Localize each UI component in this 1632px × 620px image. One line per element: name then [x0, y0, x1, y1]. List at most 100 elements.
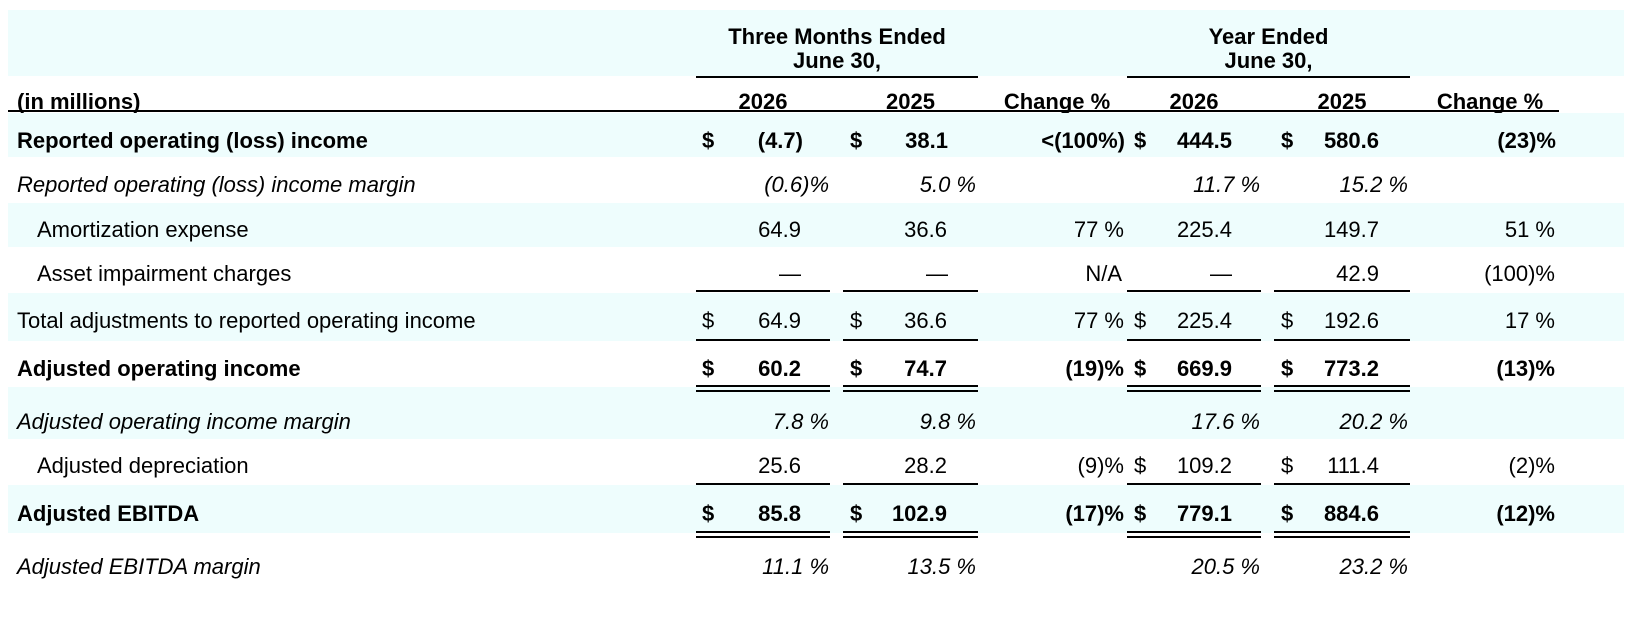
value-y-2025: 192.6	[1323, 308, 1379, 333]
total-double-rule	[1127, 531, 1261, 538]
subtotal-rule	[1274, 483, 1410, 485]
col-header-q-2025: 2025	[886, 89, 935, 114]
row-band-1	[8, 113, 1624, 157]
row-label: Adjusted depreciation	[37, 453, 249, 478]
row-label: Adjusted EBITDA	[17, 501, 200, 526]
row-label: Amortization expense	[37, 217, 249, 242]
value-y-2025: 773.2	[1323, 356, 1379, 381]
value-q-2026: 64.9	[758, 308, 801, 333]
header-year-ended-line2: June 30,	[1224, 48, 1313, 73]
header-three-months-line1: Three Months Ended	[728, 24, 946, 49]
subtotal-rule	[696, 290, 830, 292]
total-double-rule	[1274, 531, 1410, 538]
value-y-2025: 111.4	[1327, 453, 1379, 478]
dollar-sign: $	[1134, 308, 1147, 333]
dollar-sign: $	[1281, 356, 1294, 381]
value-q-2025: 38.1	[905, 128, 948, 153]
value-q-2026: 7.8 %	[772, 409, 829, 434]
subtotal-rule	[696, 483, 830, 485]
value-y-2026: 779.1	[1176, 501, 1232, 526]
dollar-sign: $	[1281, 308, 1294, 333]
dollar-sign: $	[702, 356, 715, 381]
value-q-2026: 25.6	[758, 453, 801, 478]
subtotal-rule	[843, 290, 978, 292]
value-q-2025: 13.5 %	[907, 554, 977, 579]
value-y-2025: 23.2 %	[1339, 554, 1409, 579]
dollar-sign: $	[1134, 453, 1147, 478]
value-y-change: 51 %	[1504, 217, 1555, 242]
dollar-sign: $	[850, 128, 863, 153]
value-y-change: 17 %	[1504, 308, 1555, 333]
value-q-2025: 102.9	[891, 501, 947, 526]
value-q-2026: 60.2	[758, 356, 801, 381]
dollar-sign: $	[702, 501, 715, 526]
value-y-2026: 109.2	[1176, 453, 1232, 478]
total-double-rule	[696, 385, 830, 392]
subtotal-rule	[1127, 339, 1261, 341]
value-q-change: (19)%	[1065, 356, 1124, 381]
subtotal-rule	[1274, 290, 1410, 292]
subtotal-rule	[843, 483, 978, 485]
dollar-sign: $	[1134, 128, 1147, 153]
value-y-change: (23)%	[1497, 128, 1556, 153]
value-y-2026: 20.5 %	[1191, 554, 1261, 579]
col-header-q-2026: 2026	[738, 89, 788, 114]
value-q-2025: —	[926, 261, 948, 286]
dollar-sign: $	[1281, 453, 1294, 478]
total-double-rule	[1274, 385, 1410, 392]
dollar-sign: $	[1134, 501, 1147, 526]
value-y-2026: 11.7 %	[1193, 172, 1260, 197]
dollar-sign: $	[702, 308, 715, 333]
dollar-sign: $	[850, 356, 863, 381]
value-q-2025: 36.6	[904, 217, 947, 242]
col-header-y-change: Change %	[1436, 89, 1544, 114]
value-q-2025: 5.0 %	[919, 172, 976, 197]
value-q-change: N/A	[1085, 261, 1122, 286]
value-q-change: 77 %	[1073, 308, 1124, 333]
row-label: Reported operating (loss) income	[17, 128, 368, 153]
dollar-sign: $	[850, 501, 863, 526]
value-q-change: (9)%	[1077, 453, 1124, 478]
value-q-2025: 36.6	[904, 308, 947, 333]
total-double-rule	[843, 531, 978, 538]
value-y-change: (100)%	[1484, 261, 1555, 286]
value-y-2025: 20.2 %	[1339, 409, 1409, 434]
value-y-change: (13)%	[1496, 356, 1555, 381]
dollar-sign: $	[850, 308, 863, 333]
header-group-rule-year	[1127, 76, 1410, 78]
value-q-2026: (4.7)	[757, 128, 803, 153]
row-label: Adjusted EBITDA margin	[17, 554, 261, 579]
value-q-2025: 28.2	[904, 453, 947, 478]
dollar-sign: $	[1281, 128, 1294, 153]
subtotal-rule	[1127, 483, 1261, 485]
subtotal-rule	[1127, 290, 1261, 292]
col-header-y-2026: 2026	[1169, 89, 1219, 114]
value-q-2025: 9.8 %	[919, 409, 976, 434]
value-y-2026: 444.5	[1176, 128, 1232, 153]
row-label: Adjusted operating income margin	[17, 409, 351, 434]
value-y-2025: 884.6	[1323, 501, 1379, 526]
total-double-rule	[1127, 385, 1261, 392]
value-y-2025: 580.6	[1323, 128, 1379, 153]
value-q-2025: 74.7	[904, 356, 947, 381]
subtotal-rule	[696, 339, 830, 341]
row-band-9	[8, 485, 1624, 533]
value-q-change: (17)%	[1065, 501, 1124, 526]
value-y-2026: —	[1210, 261, 1232, 286]
units-label: (in millions)	[17, 89, 141, 114]
value-q-2026: —	[779, 261, 801, 286]
value-y-change: (12)%	[1496, 501, 1555, 526]
total-double-rule	[843, 385, 978, 392]
value-y-2026: 225.4	[1176, 217, 1232, 242]
value-y-2026: 225.4	[1176, 308, 1232, 333]
header-year-ended-line1: Year Ended	[1208, 24, 1329, 49]
col-header-q-change: Change %	[1003, 89, 1111, 114]
value-y-2025: 15.2 %	[1339, 172, 1409, 197]
value-q-change: 77 %	[1073, 217, 1124, 242]
dollar-sign: $	[702, 128, 715, 153]
subtotal-rule	[843, 339, 978, 341]
dollar-sign: $	[1281, 501, 1294, 526]
value-y-2026: 669.9	[1176, 356, 1232, 381]
header-three-months-line2: June 30,	[792, 48, 882, 73]
value-q-2026: 11.1 %	[762, 554, 829, 579]
